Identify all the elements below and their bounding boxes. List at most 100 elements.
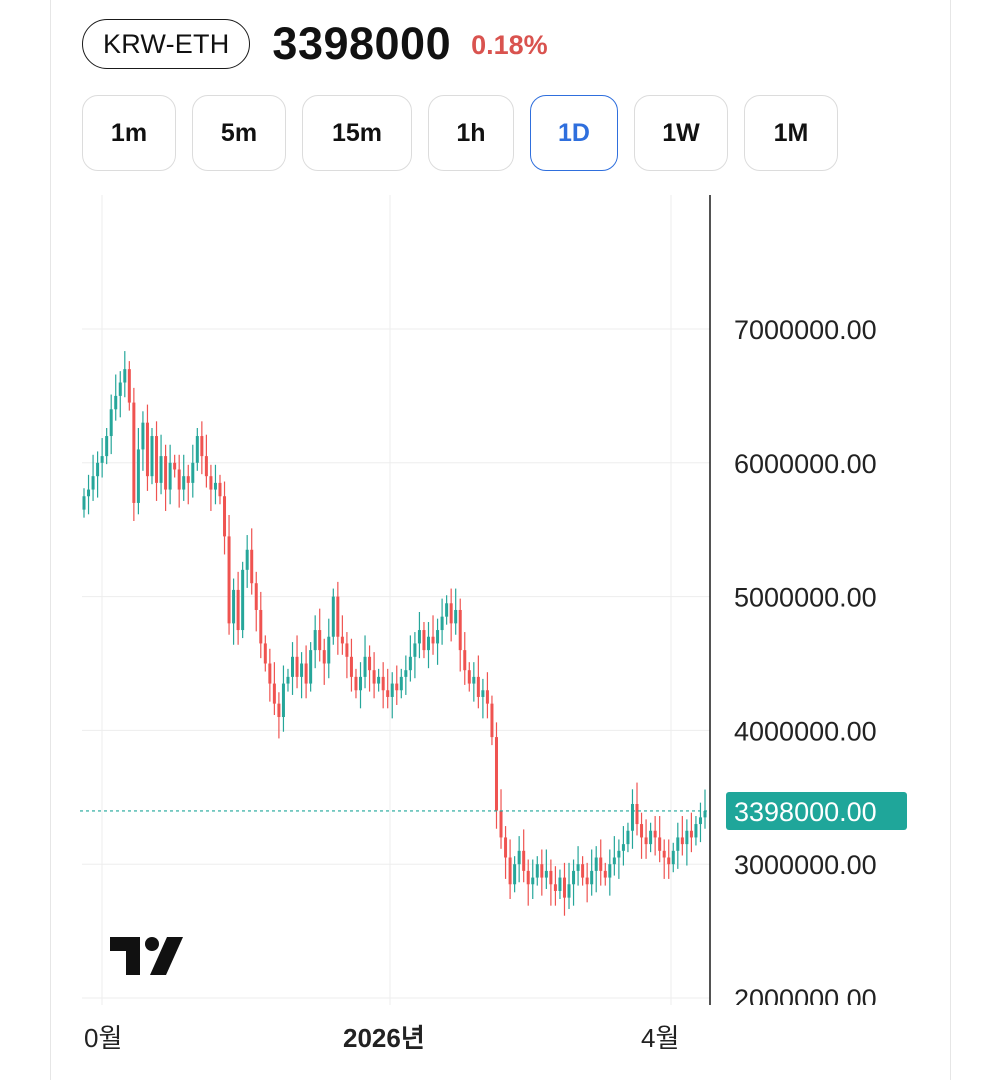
tab-1m-month[interactable]: 1M — [744, 95, 838, 171]
candle-body — [209, 476, 213, 490]
tradingview-logo-icon[interactable] — [110, 937, 183, 975]
candle-body — [445, 603, 449, 617]
candle-body — [499, 810, 503, 838]
candle-body — [513, 864, 517, 885]
candle-body — [354, 676, 358, 691]
tab-1w[interactable]: 1W — [634, 95, 728, 171]
candle-body — [494, 737, 498, 811]
candle-body — [612, 857, 616, 865]
current-price-tag-label: 3398000.00 — [734, 797, 877, 827]
candle-body — [399, 676, 403, 691]
y-axis-tick-label: 3000000.00 — [734, 850, 877, 880]
candle-body — [481, 690, 485, 697]
candle-body — [313, 630, 317, 651]
candle-body — [522, 850, 526, 871]
candle-body — [621, 844, 625, 851]
tab-5m[interactable]: 5m — [192, 95, 286, 171]
candle-body — [304, 663, 308, 684]
candle-body — [395, 683, 399, 691]
candlestick-chart-svg[interactable]: 7000000.00 6000000.00 5000000.00 4000000.00… — [80, 195, 910, 1065]
candle-body — [617, 850, 621, 858]
pair-selector-button[interactable]: KRW-ETH — [82, 19, 251, 69]
candle-body — [644, 837, 648, 845]
candle-body — [200, 436, 204, 457]
x-axis-tick-label: 2026년 — [343, 1023, 425, 1053]
candle-body — [386, 690, 390, 697]
candle-body — [259, 609, 263, 644]
candle-body — [195, 436, 199, 463]
candle-body — [630, 803, 634, 831]
candle-body — [490, 703, 494, 738]
candle-body — [703, 810, 707, 818]
candle-body — [653, 830, 657, 838]
candle-body — [177, 469, 181, 490]
price-chart[interactable]: 7000000.00 6000000.00 5000000.00 4000000.00… — [80, 195, 910, 1065]
candle-body — [436, 630, 440, 644]
candle-body — [363, 656, 367, 677]
candle-body — [331, 596, 335, 637]
candle-body — [685, 830, 689, 845]
candle-body — [680, 837, 684, 845]
candle-body — [105, 436, 109, 457]
candle-body — [327, 636, 331, 664]
candle-body — [109, 409, 113, 437]
candle-body — [204, 456, 208, 477]
candle-body — [250, 549, 254, 584]
logo-shape-dot — [145, 937, 159, 951]
candle-body — [517, 850, 521, 865]
tab-1d[interactable]: 1D — [530, 95, 618, 171]
candle-body — [340, 636, 344, 644]
current-price: 3398000 — [272, 18, 452, 69]
candle-body — [590, 870, 594, 885]
tab-15m[interactable]: 15m — [302, 95, 412, 171]
candle-body — [626, 830, 630, 845]
candle-body — [254, 583, 258, 610]
candle-body — [463, 650, 467, 671]
candle-body — [186, 476, 190, 483]
candle-body — [168, 462, 172, 490]
candle-body — [318, 630, 322, 651]
candle-body — [558, 877, 562, 891]
candle-body — [159, 456, 163, 483]
ticker-header: KRW-ETH 3398000 0.18% — [82, 16, 548, 72]
candle-body — [635, 803, 639, 825]
candle-body — [359, 676, 363, 691]
candle-body — [449, 603, 453, 624]
candle-body — [404, 670, 408, 677]
candle-body — [581, 864, 585, 878]
candle-body — [141, 422, 145, 450]
candle-body — [694, 824, 698, 838]
candle-body — [603, 870, 607, 878]
candle-body — [300, 663, 304, 677]
candle-body — [585, 877, 589, 885]
candle-body — [649, 830, 653, 845]
candle-body — [123, 369, 127, 383]
tab-1h[interactable]: 1h — [428, 95, 514, 171]
candle-body — [263, 643, 267, 664]
axis-label-clip — [720, 1005, 910, 1065]
candle-body — [567, 884, 571, 898]
candle-body — [277, 703, 281, 718]
candle-body — [336, 596, 340, 637]
tab-1m[interactable]: 1m — [82, 95, 176, 171]
candle-body — [114, 395, 118, 410]
candle-body — [223, 496, 227, 537]
candle-body — [640, 824, 644, 838]
candle-body — [182, 476, 186, 490]
candle-body — [291, 656, 295, 677]
candle-body — [245, 549, 249, 570]
candle-body — [100, 456, 104, 463]
candle-body — [422, 630, 426, 651]
candle-body — [286, 676, 290, 684]
candle-body — [132, 402, 136, 503]
candle-body — [236, 589, 240, 631]
candle-body — [309, 650, 313, 684]
candle-body — [531, 877, 535, 885]
candle-body — [173, 462, 177, 470]
candle-body — [426, 636, 430, 651]
candle-body — [191, 462, 195, 483]
candle-body — [372, 670, 376, 684]
candle-body — [390, 683, 394, 697]
candle-body — [82, 496, 86, 510]
candle-body — [91, 476, 95, 490]
